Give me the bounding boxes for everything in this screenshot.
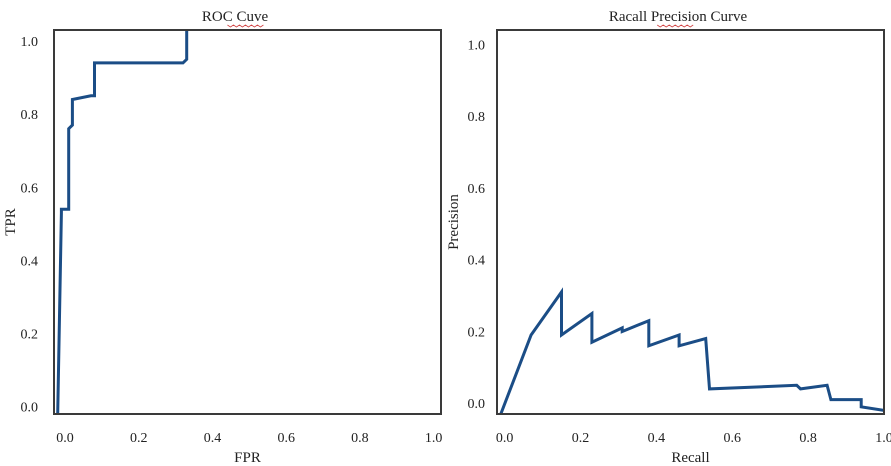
pr-x-tick-label: 0.2 — [572, 431, 590, 446]
roc-x-tick-label: 1.0 — [425, 431, 443, 446]
pr-y-tick-label: 0.6 — [468, 182, 486, 197]
pr-x-tick-label: 0.0 — [496, 431, 514, 446]
roc-y-tick-label: 0.0 — [21, 401, 39, 416]
pr-y-tick-label: 0.8 — [468, 110, 486, 125]
pr-y-tick-label: 0.2 — [468, 325, 486, 340]
roc-curve-line — [56, 30, 189, 414]
roc-x-tick-label: 0.2 — [130, 431, 148, 446]
roc-y-tick-label: 0.2 — [21, 328, 39, 343]
pr-y-tick-label: 0.0 — [468, 397, 486, 412]
roc-y-tick-label: 1.0 — [21, 35, 39, 50]
pr-y-tick-label: 1.0 — [468, 38, 486, 53]
pr-y-axis-label: Precision — [446, 194, 462, 250]
roc-x-tick-label: 0.8 — [351, 431, 369, 446]
pr-chart-title: Racall Precision Curve — [609, 9, 748, 25]
pr-x-tick-label: 0.6 — [723, 431, 741, 446]
roc-plot-frame — [53, 29, 442, 415]
pr-x-tick-label: 0.8 — [799, 431, 817, 446]
roc-y-axis-label: TPR — [3, 208, 19, 236]
roc-chart: ROC Cuve 0.0 0.2 0.4 0.6 0.8 1.0 0.0 0.2 0.4 0.6 0.… — [3, 9, 442, 466]
roc-x-tick-label: 0.0 — [56, 431, 74, 446]
roc-x-tick-label: 0.4 — [204, 431, 222, 446]
roc-x-axis-label: FPR — [234, 450, 261, 466]
roc-spellcheck-underline — [227, 24, 264, 28]
pr-chart: Racall Precision Curve 0.0 0.2 0.4 0.6 0.8 1.0… — [446, 9, 891, 466]
pr-curve-line — [499, 287, 884, 414]
roc-y-tick-label: 0.6 — [21, 181, 39, 196]
pr-x-tick-label: 1.0 — [875, 431, 891, 446]
pr-plot-frame — [496, 29, 885, 415]
pr-y-tick-label: 0.4 — [468, 254, 486, 269]
roc-x-tick-label: 0.6 — [277, 431, 295, 446]
roc-chart-title: ROC Cuve — [202, 9, 269, 25]
pr-x-axis-label: Recall — [671, 450, 709, 466]
pr-x-tick-label: 0.4 — [648, 431, 666, 446]
roc-y-tick-label: 0.4 — [21, 254, 39, 269]
roc-y-tick-label: 0.8 — [21, 108, 39, 123]
pr-spellcheck-underline — [656, 24, 694, 28]
